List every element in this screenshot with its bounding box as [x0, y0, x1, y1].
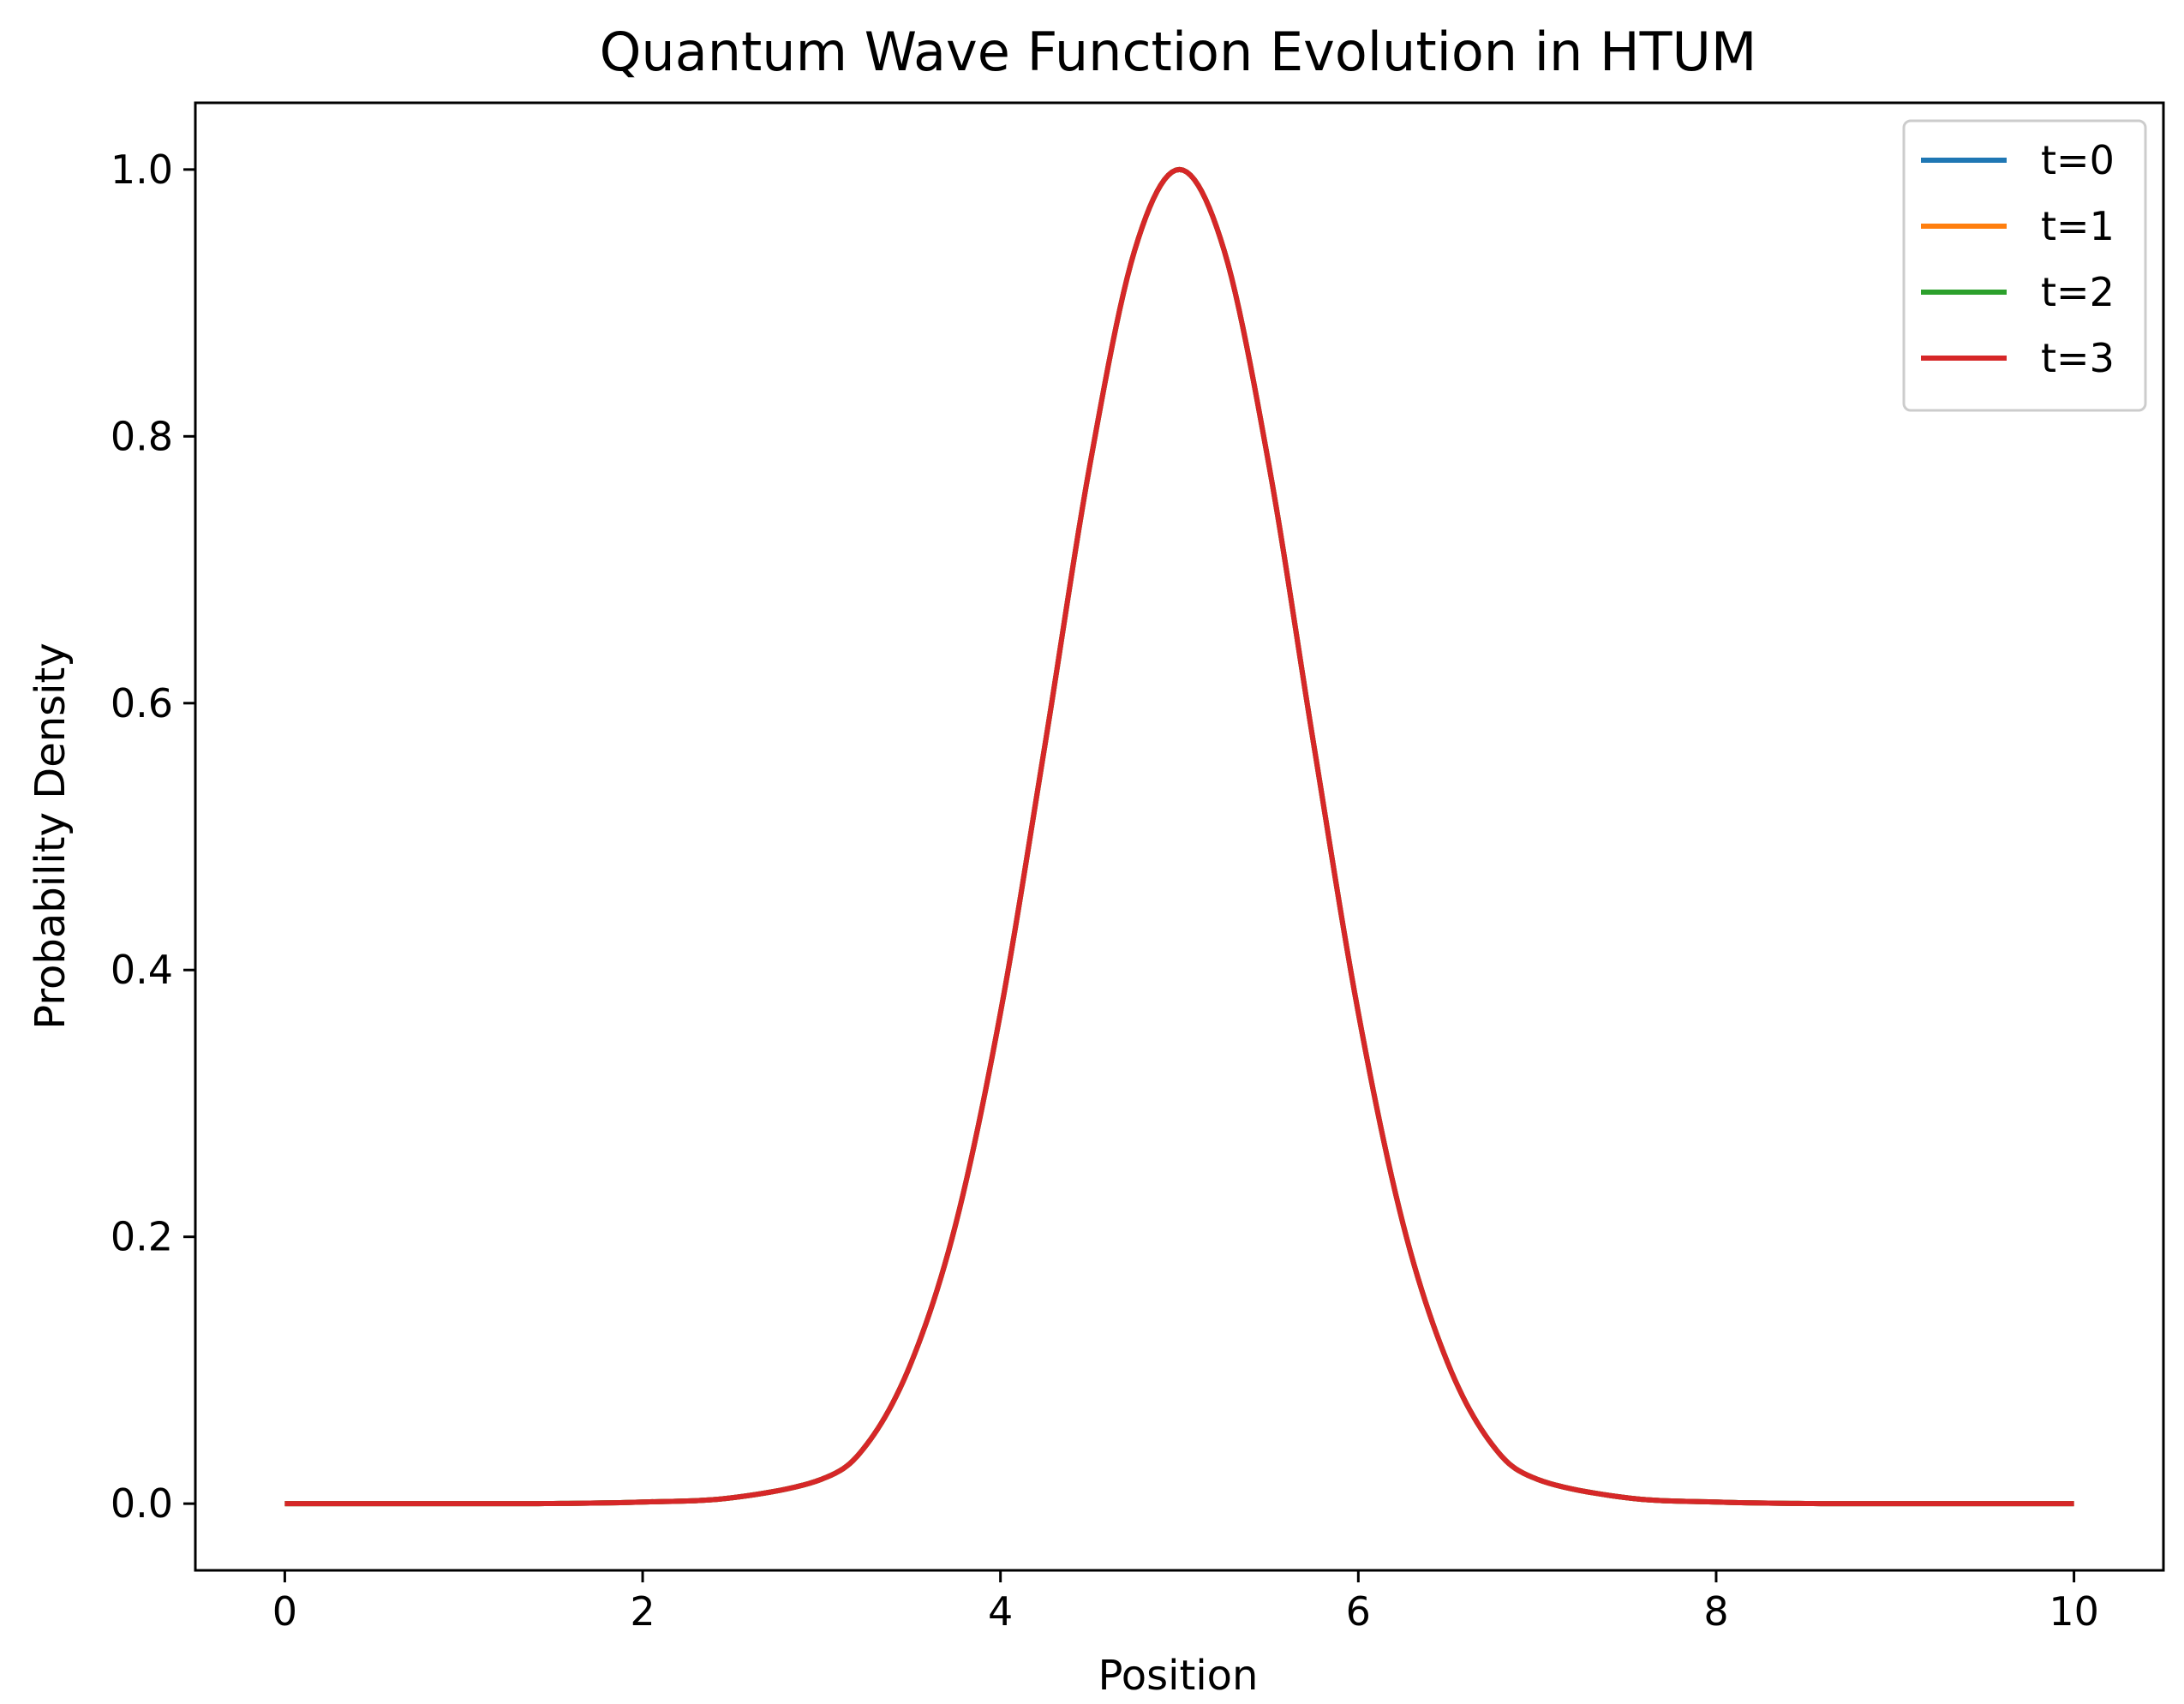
y-tick-label: 0.8 [111, 413, 173, 459]
legend-box [1902, 119, 2147, 412]
series-line-t=2 [284, 166, 2074, 1507]
y-axis-ticks: 0.0 0.2 0.4 0.6 0.8 1.0 [111, 146, 195, 1527]
x-tick-label: 2 [630, 1588, 655, 1635]
x-axis-label: Position [1098, 1652, 1259, 1700]
series-line-t=1 [284, 166, 2074, 1507]
x-tick-label: 4 [988, 1588, 1013, 1635]
chart-title: Quantum Wave Function Evolution in HTUM [600, 21, 1757, 83]
x-tick-label: 10 [2049, 1588, 2099, 1635]
y-tick-label: 0.4 [111, 947, 173, 993]
x-axis-ticks: 0 2 4 6 8 10 [272, 1570, 2099, 1635]
series-line-t=0 [284, 166, 2074, 1507]
y-tick-label: 0.2 [111, 1214, 173, 1260]
x-tick-label: 8 [1703, 1588, 1728, 1635]
plot-area [284, 166, 2074, 1507]
legend-label: t=0 [2041, 137, 2115, 183]
legend-label: t=1 [2041, 203, 2115, 249]
y-axis-label: Probability Density [27, 643, 75, 1029]
y-tick-label: 1.0 [111, 146, 173, 193]
legend-label: t=2 [2041, 269, 2115, 315]
x-tick-label: 0 [272, 1588, 297, 1635]
series-line-t=3 [284, 166, 2074, 1507]
y-tick-label: 0.6 [111, 680, 173, 726]
legend-label: t=3 [2041, 335, 2115, 381]
legend: t=0 t=1 t=2 t=3 [1902, 119, 2147, 412]
y-tick-label: 0.0 [111, 1480, 173, 1527]
x-tick-label: 6 [1346, 1588, 1371, 1635]
plot-frame [194, 101, 2165, 1572]
